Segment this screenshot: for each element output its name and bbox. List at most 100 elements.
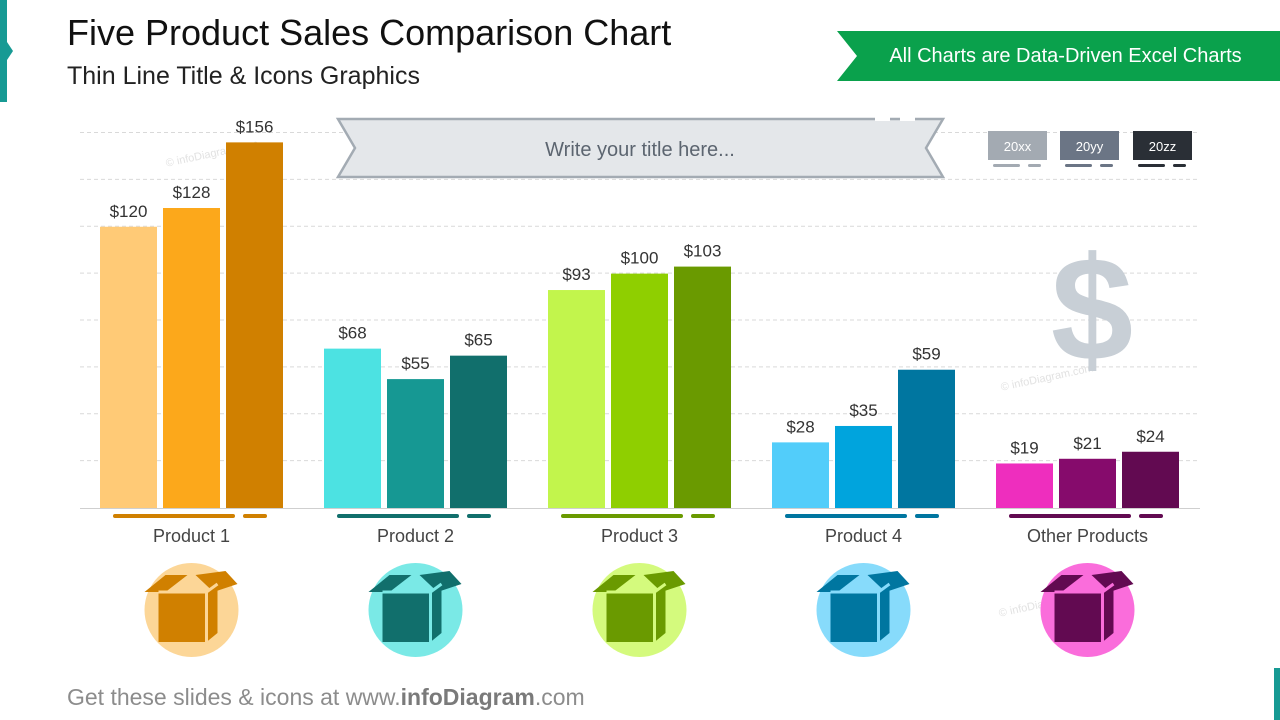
box-right-flap (643, 571, 686, 592)
box-edge (429, 582, 443, 594)
bar (324, 348, 381, 508)
data-label: $24 (1136, 427, 1164, 446)
category-label: Product 1 (153, 526, 230, 546)
product-icons (144, 563, 1135, 657)
footer: Get these slides & icons at www.infoDiag… (67, 684, 585, 711)
data-label: $59 (912, 345, 940, 364)
bar (898, 369, 955, 508)
box-icon (592, 563, 687, 657)
box-front (382, 592, 431, 642)
box-icon (368, 563, 463, 657)
ribbon-shape (335, 117, 946, 179)
ribbon-title-placeholder[interactable]: Write your title here... (545, 139, 735, 161)
legend-swatch (1133, 131, 1192, 160)
category-underline (785, 514, 907, 518)
legend-underline (1100, 164, 1113, 167)
data-label: $128 (173, 183, 211, 202)
page-title: Five Product Sales Comparison Chart (67, 12, 672, 53)
box-left-flap (592, 575, 636, 592)
data-label: $19 (1010, 438, 1038, 457)
bar (835, 425, 892, 508)
category-underline (1009, 514, 1131, 518)
category-label: Product 4 (825, 526, 902, 546)
bar (996, 463, 1053, 508)
data-label: $55 (401, 354, 429, 373)
box-side (430, 584, 442, 642)
bar (772, 442, 829, 508)
box-side (206, 584, 218, 642)
legend-underline (1065, 164, 1092, 167)
left-accent-notch (7, 42, 13, 60)
legend-label: 20yy (1076, 139, 1104, 154)
title-ribbon: Write your title here... (335, 117, 946, 179)
bar (1059, 458, 1116, 508)
category-underline (467, 514, 491, 518)
bar (674, 266, 731, 508)
category-underline (1139, 514, 1163, 518)
data-label: $103 (684, 242, 722, 261)
data-label: $65 (464, 331, 492, 350)
box-left-flap (816, 575, 860, 592)
bar (611, 273, 668, 508)
legend-underline (1173, 164, 1186, 167)
data-label: $21 (1073, 434, 1101, 453)
box-front (158, 592, 207, 642)
legend-label: 20zz (1149, 139, 1176, 154)
data-labels: $120 $128 $156 $68 $55 $65 $93 $100 $103 $28 $35 $5… (110, 117, 1165, 457)
bar (100, 226, 157, 508)
box-right-flap (419, 571, 462, 592)
category-label: Product 3 (601, 526, 678, 546)
box-icon (144, 563, 239, 657)
box-edge (205, 582, 219, 594)
category-label: Product 2 (377, 526, 454, 546)
legend-underline (1138, 164, 1165, 167)
excel-banner-text: All Charts are Data-Driven Excel Charts (889, 44, 1242, 67)
box-right-flap (1091, 571, 1134, 592)
box-front (606, 592, 655, 642)
right-accent-bar (1274, 668, 1280, 720)
data-label: $100 (621, 249, 659, 268)
data-label: $68 (338, 324, 366, 343)
data-label: $120 (110, 202, 148, 221)
category-underline (337, 514, 459, 518)
box-left-flap (1040, 575, 1084, 592)
box-side (654, 584, 666, 642)
excel-banner (837, 31, 1280, 81)
legend: 20xx 20yy 20zz (988, 131, 1192, 167)
legend-swatch (1060, 131, 1119, 160)
bar (226, 142, 283, 508)
footer-suffix: .com (534, 684, 585, 710)
footer-brand: infoDiagram (400, 684, 535, 710)
bar (548, 290, 605, 508)
bar (450, 355, 507, 508)
x-axis: Product 1 Product 2 Product 3 Product 4 Othe… (80, 508, 1200, 546)
bars (100, 142, 1179, 508)
box-front (1054, 592, 1103, 642)
legend-label: 20xx (1004, 139, 1032, 154)
box-left-flap (368, 575, 412, 592)
dollar-icon: $ (1051, 227, 1133, 392)
data-label: $93 (562, 265, 590, 284)
bar (387, 379, 444, 508)
category-underline (691, 514, 715, 518)
category-underline (243, 514, 267, 518)
data-label: $28 (786, 417, 814, 436)
box-icon (816, 563, 911, 657)
category-label: Other Products (1027, 526, 1148, 546)
box-edge (653, 582, 667, 594)
box-left-flap (144, 575, 188, 592)
legend-swatch (988, 131, 1047, 160)
box-right-flap (195, 571, 238, 592)
box-front (830, 592, 879, 642)
box-icon (1040, 563, 1135, 657)
box-edge (877, 582, 891, 594)
box-side (1102, 584, 1114, 642)
data-label: $35 (849, 401, 877, 420)
legend-underline (993, 164, 1020, 167)
page-subtitle: Thin Line Title & Icons Graphics (67, 62, 420, 90)
legend-underline (1028, 164, 1041, 167)
left-accent-bar (0, 0, 7, 102)
bar (1122, 451, 1179, 508)
category-underline (113, 514, 235, 518)
